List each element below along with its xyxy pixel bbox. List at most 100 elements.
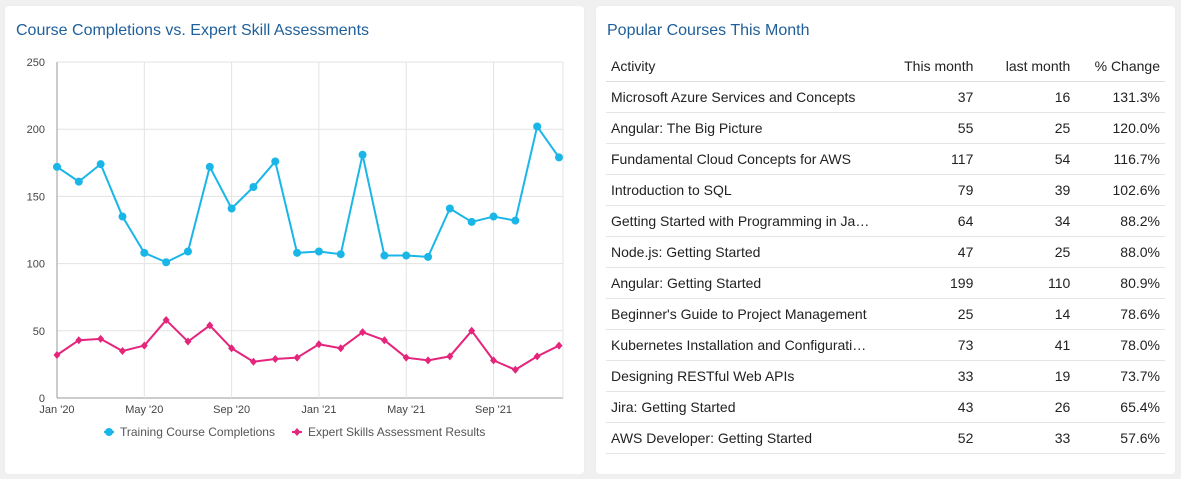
data-point[interactable] bbox=[555, 153, 563, 162]
data-point[interactable] bbox=[271, 355, 279, 364]
data-point[interactable] bbox=[402, 251, 411, 260]
data-point[interactable] bbox=[490, 356, 498, 365]
line-chart: 0 50 100 150 200 250 Jan '20 May '20 Sep '20 Jan … bbox=[27, 57, 564, 439]
table-row[interactable]: Beginner's Guide to Project Management 25… bbox=[606, 298, 1165, 330]
cell-percent-change: 80.9% bbox=[1075, 267, 1165, 299]
data-point[interactable] bbox=[336, 250, 345, 259]
y-tick-label: 250 bbox=[27, 57, 45, 69]
cell-activity: Fundamental Cloud Concepts for AWS bbox=[606, 143, 876, 175]
data-point[interactable] bbox=[228, 344, 236, 353]
data-point[interactable] bbox=[402, 353, 410, 362]
data-point[interactable] bbox=[467, 217, 476, 226]
data-point[interactable] bbox=[359, 328, 367, 337]
cell-percent-change: 65.4% bbox=[1075, 391, 1165, 423]
data-point[interactable] bbox=[424, 252, 433, 261]
data-point[interactable] bbox=[314, 247, 323, 256]
series-line-1 bbox=[56, 125, 560, 264]
data-point[interactable] bbox=[533, 122, 542, 131]
table-row[interactable]: AWS Developer: Getting Started 52 33 57.6% bbox=[606, 422, 1165, 454]
x-tick-label: Sep '20 bbox=[213, 404, 250, 416]
x-tick-label: Jan '20 bbox=[39, 404, 74, 416]
data-point[interactable] bbox=[118, 212, 127, 221]
data-point[interactable] bbox=[162, 316, 170, 325]
cell-last-month: 41 bbox=[978, 329, 1076, 361]
legend-item-label[interactable]: Training Course Completions bbox=[120, 425, 275, 439]
table-row[interactable]: Fundamental Cloud Concepts for AWS 117 54 1… bbox=[606, 143, 1165, 175]
x-tick-label: May '20 bbox=[125, 404, 163, 416]
data-point[interactable] bbox=[183, 247, 192, 256]
data-point[interactable] bbox=[97, 334, 105, 343]
y-tick-label: 200 bbox=[27, 124, 45, 136]
data-point[interactable] bbox=[249, 357, 257, 366]
data-point[interactable] bbox=[489, 212, 498, 221]
data-point[interactable] bbox=[511, 365, 519, 374]
data-point[interactable] bbox=[74, 177, 83, 186]
data-point[interactable] bbox=[468, 326, 476, 335]
table-row[interactable]: Node.js: Getting Started 47 25 88.0% bbox=[606, 236, 1165, 268]
data-point[interactable] bbox=[249, 182, 258, 191]
data-point[interactable] bbox=[140, 341, 148, 350]
data-point[interactable] bbox=[293, 248, 302, 257]
data-point[interactable] bbox=[380, 251, 389, 260]
data-point[interactable] bbox=[96, 160, 105, 169]
cell-this-month: 33 bbox=[875, 360, 979, 392]
legend-marker[interactable] bbox=[293, 428, 301, 436]
data-point[interactable] bbox=[358, 150, 367, 159]
cell-this-month: 55 bbox=[875, 112, 979, 144]
data-point[interactable] bbox=[293, 353, 301, 362]
data-point[interactable] bbox=[533, 352, 541, 361]
cell-this-month: 73 bbox=[875, 329, 979, 361]
table-row[interactable]: Kubernetes Installation and Configurati…… bbox=[606, 329, 1165, 361]
data-point[interactable] bbox=[184, 337, 192, 346]
data-point[interactable] bbox=[424, 356, 432, 365]
table-row[interactable]: Designing RESTful Web APIs 33 19 73.7% bbox=[606, 360, 1165, 392]
table-row[interactable]: Microsoft Azure Services and Concepts 37 1… bbox=[606, 81, 1165, 113]
data-point[interactable] bbox=[555, 341, 563, 350]
table-row[interactable]: Angular: The Big Picture 55 25 120.0% bbox=[606, 112, 1165, 144]
data-point[interactable] bbox=[53, 162, 61, 171]
cell-this-month: 79 bbox=[875, 174, 979, 206]
data-point[interactable] bbox=[75, 336, 83, 345]
cell-activity: Beginner's Guide to Project Management bbox=[606, 298, 876, 330]
data-point[interactable] bbox=[118, 346, 126, 355]
cell-last-month: 54 bbox=[978, 143, 1076, 175]
cell-percent-change: 78.6% bbox=[1075, 298, 1165, 330]
table-title: Popular Courses This Month bbox=[607, 22, 810, 39]
column-header-this-month[interactable]: This month bbox=[875, 51, 979, 82]
cell-this-month: 47 bbox=[875, 236, 979, 268]
data-point[interactable] bbox=[205, 162, 214, 171]
data-point[interactable] bbox=[511, 216, 520, 225]
cell-this-month: 64 bbox=[875, 205, 979, 237]
data-point[interactable] bbox=[206, 321, 214, 330]
cell-percent-change: 88.2% bbox=[1075, 205, 1165, 237]
x-tick-label: Jan '21 bbox=[301, 404, 336, 416]
table-row[interactable]: Jira: Getting Started 43 26 65.4% bbox=[606, 391, 1165, 423]
popular-courses-table: Activity This month last month % Change … bbox=[606, 51, 1165, 454]
cell-activity: AWS Developer: Getting Started bbox=[606, 422, 876, 454]
data-point[interactable] bbox=[337, 344, 345, 353]
data-point[interactable] bbox=[315, 340, 323, 349]
data-point[interactable] bbox=[271, 157, 280, 166]
data-point[interactable] bbox=[380, 336, 388, 345]
column-header-activity[interactable]: Activity bbox=[606, 51, 876, 82]
column-header-percent-change[interactable]: % Change bbox=[1075, 51, 1165, 82]
table-panel: Popular Courses This Month Activity This… bbox=[596, 6, 1175, 474]
column-header-last-month[interactable]: last month bbox=[978, 51, 1076, 82]
y-tick-label: 150 bbox=[27, 191, 45, 203]
table-row[interactable]: Introduction to SQL 79 39 102.6% bbox=[606, 174, 1165, 206]
table-row[interactable]: Angular: Getting Started 199 110 80.9% bbox=[606, 267, 1165, 299]
table-row[interactable]: Getting Started with Programming in Ja… 6… bbox=[606, 205, 1165, 237]
cell-activity: Microsoft Azure Services and Concepts bbox=[606, 81, 876, 113]
data-point[interactable] bbox=[162, 258, 171, 267]
data-point[interactable] bbox=[446, 352, 454, 361]
data-point[interactable] bbox=[140, 248, 149, 257]
cell-this-month: 117 bbox=[875, 143, 979, 175]
cell-last-month: 26 bbox=[978, 391, 1076, 423]
data-point[interactable] bbox=[53, 350, 61, 359]
legend-item-label[interactable]: Expert Skills Assessment Results bbox=[308, 425, 485, 439]
data-point[interactable] bbox=[227, 204, 236, 213]
cell-this-month: 43 bbox=[875, 391, 979, 423]
legend-marker[interactable] bbox=[105, 428, 113, 436]
chart-title: Course Completions vs. Expert Skill Asse… bbox=[16, 22, 370, 39]
data-point[interactable] bbox=[445, 204, 454, 213]
